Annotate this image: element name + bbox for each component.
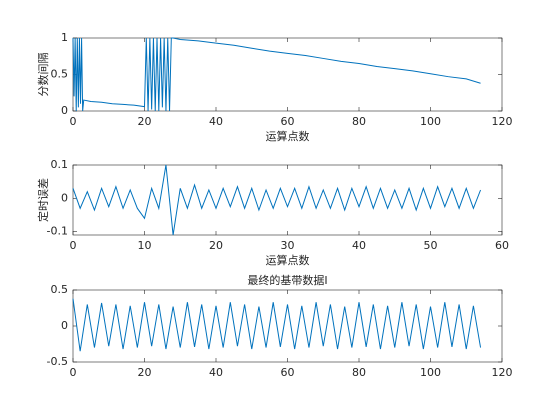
x-tick-label: 60 xyxy=(495,239,509,252)
signal-line xyxy=(72,298,482,352)
y-tick-label: 0.1 xyxy=(51,158,69,171)
x-tick-label: 20 xyxy=(209,239,223,252)
y-tick-label: 1 xyxy=(61,31,68,44)
x-tick-label: 10 xyxy=(138,239,152,252)
x-tick-label: 80 xyxy=(352,366,366,379)
x-tick-label: 120 xyxy=(492,366,513,379)
x-tick-label: 60 xyxy=(281,115,295,128)
chart-title: 最终的基带数据I xyxy=(247,273,327,287)
x-tick-label: 80 xyxy=(352,115,366,128)
y-axis-label: 定时误差 xyxy=(36,178,50,222)
x-tick-label: 50 xyxy=(424,239,438,252)
y-tick-label: -0.5 xyxy=(47,355,68,368)
x-tick-label: 60 xyxy=(281,366,295,379)
x-tick-label: 40 xyxy=(209,115,223,128)
y-tick-label: 0.5 xyxy=(51,68,69,81)
y-tick-label: 0 xyxy=(61,191,68,204)
x-tick-label: 100 xyxy=(420,115,441,128)
signal-line xyxy=(72,164,482,236)
y-axis-label: 分数间隔 xyxy=(37,53,50,97)
x-axis-label: 运算点数 xyxy=(266,129,310,143)
y-tick-label: 0.5 xyxy=(51,283,69,296)
x-tick-label: 0 xyxy=(70,366,77,379)
x-tick-label: 30 xyxy=(281,239,295,252)
x-tick-label: 120 xyxy=(492,115,513,128)
y-tick-label: -0.1 xyxy=(47,225,68,238)
signal-line xyxy=(72,37,481,112)
y-tick-label: 0 xyxy=(61,319,68,332)
y-tick-label: 0 xyxy=(61,104,68,117)
x-tick-label: 20 xyxy=(138,115,152,128)
x-tick-label: 20 xyxy=(138,366,152,379)
x-tick-label: 0 xyxy=(70,115,77,128)
x-tick-label: 0 xyxy=(70,239,77,252)
x-axis-label: 运算点数 xyxy=(266,253,310,267)
x-tick-label: 40 xyxy=(352,239,366,252)
x-tick-label: 100 xyxy=(420,366,441,379)
axes-box xyxy=(72,289,503,363)
x-tick-label: 40 xyxy=(209,366,223,379)
axes-box xyxy=(72,164,503,236)
